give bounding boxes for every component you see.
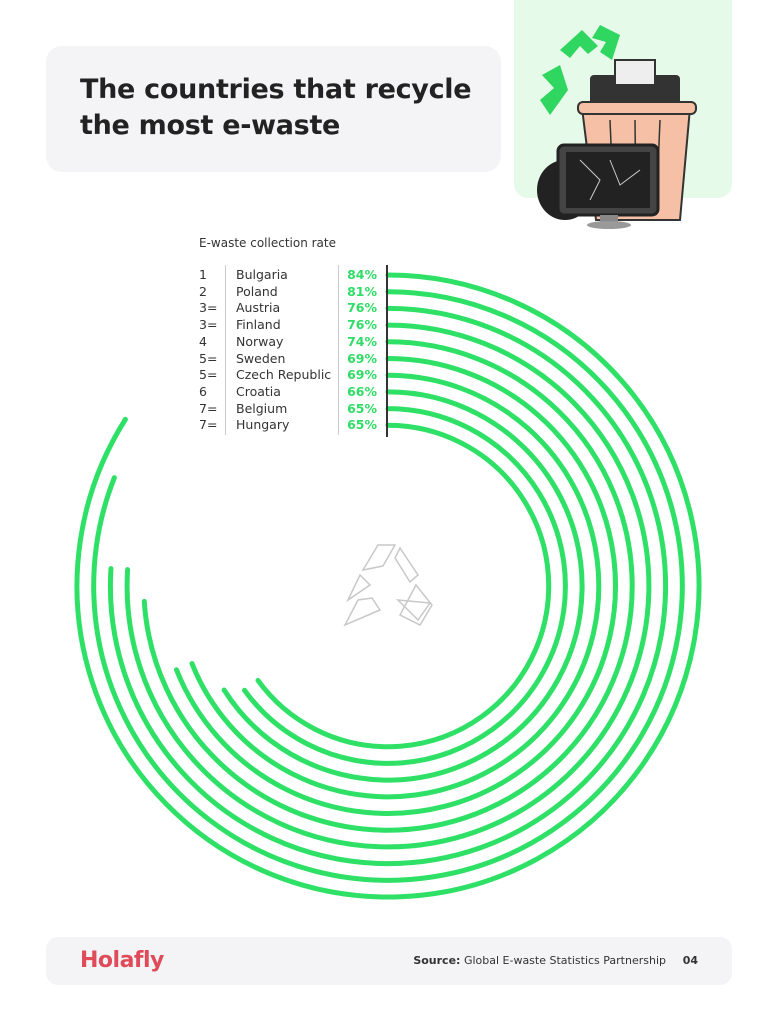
- legend-pct: 66%: [347, 383, 377, 399]
- radial-bar-belgium: [241, 406, 568, 766]
- radial-bar-sweden: [173, 356, 618, 816]
- legend-country: Czech Republic: [236, 367, 332, 383]
- legend-country: Croatia: [236, 383, 281, 399]
- recycle-icon: [343, 544, 433, 627]
- legend-pct: 84%: [347, 267, 377, 282]
- legend-rank: 5=: [199, 350, 218, 366]
- legend-country: Finland: [236, 317, 281, 333]
- legend-country: Norway: [236, 333, 284, 349]
- holafly-logo[interactable]: Holafly: [80, 948, 164, 973]
- radial-bar-norway: [141, 339, 635, 833]
- trash-can-illustration: [537, 25, 697, 229]
- legend-rank: 6: [199, 383, 207, 399]
- radial-bar-hungary: [255, 422, 552, 750]
- legend-rank: 7=: [199, 417, 218, 433]
- radial-bar-croatia: [221, 389, 585, 783]
- footer: Holafly Source: Global E-waste Statistic…: [46, 937, 732, 985]
- legend-pct: 69%: [347, 350, 377, 366]
- legend-pct: 76%: [347, 300, 377, 316]
- legend-pct: 76%: [347, 317, 377, 333]
- legend-pct: 65%: [347, 417, 377, 433]
- legend-rank: 2: [199, 283, 207, 299]
- legend-country: Austria: [236, 300, 281, 316]
- legend-country: Hungary: [236, 417, 290, 433]
- source-text: Source: Global E-waste Statistics Partne…: [413, 954, 666, 967]
- legend-country: Bulgaria: [236, 267, 288, 282]
- radial-bar-finland: [124, 322, 652, 850]
- source-value: Global E-waste Statistics Partnership: [463, 954, 666, 967]
- legend-rank: 7=: [199, 400, 218, 416]
- legend-country: Sweden: [236, 350, 286, 366]
- radial-bar-poland: [91, 289, 685, 883]
- chart-baseline: [386, 265, 388, 437]
- divider: [225, 265, 226, 435]
- chart-title: E-waste collection rate: [199, 236, 336, 250]
- title-card: The countries that recycle the most e-wa…: [46, 46, 501, 172]
- source-label: Source:: [413, 954, 461, 967]
- legend-rank: 5=: [199, 367, 218, 383]
- legend-country: Belgium: [236, 400, 288, 416]
- page-title: The countries that recycle the most e-wa…: [80, 74, 472, 141]
- legend-pct: 81%: [347, 283, 377, 299]
- legend-pct: 65%: [347, 400, 377, 416]
- divider: [338, 265, 339, 435]
- radial-bar-czech-republic: [189, 372, 602, 800]
- legend-rank: 3=: [199, 317, 218, 333]
- page-number: 04: [682, 954, 698, 967]
- legend-pct: 69%: [347, 367, 377, 383]
- radial-bar-austria: [107, 305, 669, 867]
- legend-country: Poland: [236, 283, 278, 299]
- legend-rank: 4: [199, 333, 207, 349]
- legend-pct: 74%: [347, 333, 377, 349]
- recycle-symbol-icon: [540, 25, 620, 115]
- radial-bar-bulgaria: [74, 272, 702, 900]
- legend-rank: 1: [199, 267, 207, 282]
- legend-rank: 3=: [199, 300, 218, 316]
